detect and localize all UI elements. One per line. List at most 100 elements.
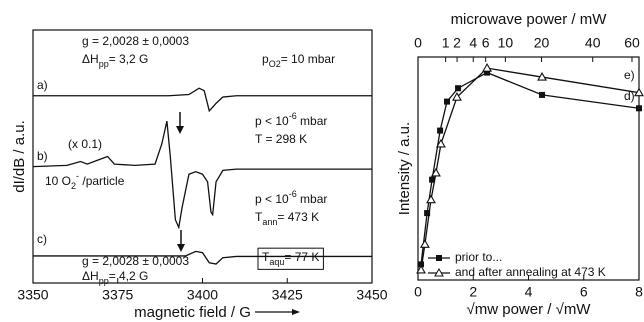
legend-label: and after annealing at 473 K bbox=[455, 265, 606, 279]
annotation: d) bbox=[624, 89, 635, 103]
y-axis-title: Intensity / a.u. bbox=[396, 122, 413, 215]
annotation: T = 298 K bbox=[255, 132, 307, 146]
series-line bbox=[33, 87, 372, 113]
annotation-part: c) bbox=[37, 232, 47, 246]
x-tick-label: 4 bbox=[525, 284, 533, 300]
marker bbox=[539, 91, 546, 98]
annotation-part: p bbox=[262, 52, 269, 66]
annotation: c) bbox=[37, 232, 47, 246]
x2-tick-label: 10 bbox=[498, 35, 514, 51]
annotation-part: ΔH bbox=[82, 269, 99, 283]
x2-tick-label: 40 bbox=[585, 35, 601, 51]
annotation: ΔHpp= 3,2 G bbox=[82, 52, 148, 69]
annotation-part: a) bbox=[37, 78, 48, 92]
annotation: (x 0.1) bbox=[68, 137, 102, 151]
x-tick-label: 3400 bbox=[187, 287, 218, 303]
x-tick-label: 0 bbox=[414, 284, 422, 300]
legend-marker bbox=[436, 255, 442, 261]
plot-frame bbox=[417, 56, 640, 281]
y-axis-title: dI/dB / a.u. bbox=[11, 120, 28, 193]
annotation-part: -6 bbox=[289, 111, 297, 121]
marker bbox=[537, 71, 547, 81]
annotation-part: = 77 K bbox=[284, 250, 319, 264]
annotation: e) bbox=[624, 68, 635, 82]
axis-arrow-head bbox=[292, 309, 300, 315]
x-tick-label: 3450 bbox=[356, 287, 387, 303]
annotation-part: mbar bbox=[297, 192, 328, 206]
x2-tick-label: 6 bbox=[482, 35, 490, 51]
annotation: g = 2,0028 ± 0,0003 bbox=[82, 34, 189, 48]
marker bbox=[452, 92, 462, 101]
marker bbox=[636, 105, 642, 112]
annotation-part: = 10 mbar bbox=[281, 52, 335, 66]
x2-axis-title: microwave power / mW bbox=[451, 11, 608, 28]
x2-tick-label: 60 bbox=[624, 35, 640, 51]
annotation: p < 10-6 mbar bbox=[255, 111, 327, 128]
marker bbox=[431, 167, 441, 177]
x-tick-label: 2 bbox=[469, 284, 477, 300]
marker bbox=[435, 138, 446, 148]
series-line bbox=[420, 71, 640, 265]
annotation: Taqu= 77 K bbox=[262, 250, 319, 267]
annotation-part: aqu bbox=[269, 257, 284, 267]
annotation: g = 2,0028 ± 0,0003 bbox=[82, 254, 189, 268]
annotation-part: p < 10 bbox=[255, 114, 289, 128]
annotation: a) bbox=[37, 78, 48, 92]
x-tick-label: 6 bbox=[580, 284, 588, 300]
annotation: Tann= 473 K bbox=[255, 210, 319, 227]
x-tick-label: 3350 bbox=[17, 287, 48, 303]
x-tick-label: 8 bbox=[635, 284, 643, 300]
annotation-part: p < 10 bbox=[255, 192, 289, 206]
annotation-part: ΔH bbox=[82, 52, 99, 66]
x2-tick-label: 1 bbox=[442, 35, 450, 51]
annotation-part: (x 0.1) bbox=[68, 137, 102, 151]
marker bbox=[484, 69, 491, 76]
annotation-part: pp bbox=[99, 59, 109, 69]
annotation: ΔHpp= 4,2 G bbox=[82, 269, 148, 286]
annotation-part: d) bbox=[624, 89, 635, 103]
annotation-part: b) bbox=[37, 149, 48, 163]
annotation-part: T bbox=[255, 210, 263, 224]
marker bbox=[634, 87, 644, 97]
annotation-part: = 3,2 G bbox=[109, 52, 149, 66]
annotation: pO2= 10 mbar bbox=[262, 52, 335, 69]
annotation: b) bbox=[37, 149, 48, 163]
annotation: 10 O2- /particle bbox=[45, 171, 125, 191]
annotation-part: g = 2,0028 ± 0,0003 bbox=[82, 254, 189, 268]
marker bbox=[455, 85, 462, 92]
x2-tick-label: 4 bbox=[469, 35, 477, 51]
annotation-part: pp bbox=[99, 276, 109, 286]
arrow-head bbox=[176, 126, 184, 134]
annotation-part: O2 bbox=[269, 59, 281, 69]
legend-label: prior to... bbox=[455, 250, 502, 264]
marker bbox=[429, 176, 436, 183]
marker bbox=[418, 261, 425, 268]
annotation-part: ann bbox=[262, 217, 277, 227]
marker bbox=[437, 127, 444, 134]
x-axis-title: magnetic field / G bbox=[134, 304, 251, 321]
annotation-part: = 473 K bbox=[277, 210, 319, 224]
annotation-part: T bbox=[262, 250, 270, 264]
plot-frame bbox=[32, 29, 373, 284]
series-line bbox=[33, 250, 372, 265]
x-axis-title: √mw power / √mW bbox=[467, 301, 592, 318]
marker bbox=[426, 194, 436, 204]
legend-marker bbox=[434, 267, 444, 277]
annotation-part: g = 2,0028 ± 0,0003 bbox=[82, 34, 189, 48]
x-tick-label: 3375 bbox=[102, 287, 133, 303]
annotation-part: 10 O bbox=[45, 174, 71, 188]
annotation-part: e) bbox=[624, 68, 635, 82]
arrow-head bbox=[177, 244, 185, 252]
annotation-box bbox=[257, 247, 324, 270]
annotation-part: T = 298 K bbox=[255, 132, 307, 146]
marker bbox=[482, 63, 493, 72]
marker bbox=[419, 239, 430, 248]
x2-tick-label: 2 bbox=[453, 35, 461, 51]
annotation-part: = 4,2 G bbox=[109, 269, 149, 283]
x-tick-label: 3425 bbox=[272, 287, 303, 303]
x2-tick-label: 20 bbox=[534, 35, 550, 51]
marker bbox=[416, 264, 426, 274]
marker bbox=[424, 210, 431, 217]
x2-tick-label: 0 bbox=[414, 35, 422, 51]
